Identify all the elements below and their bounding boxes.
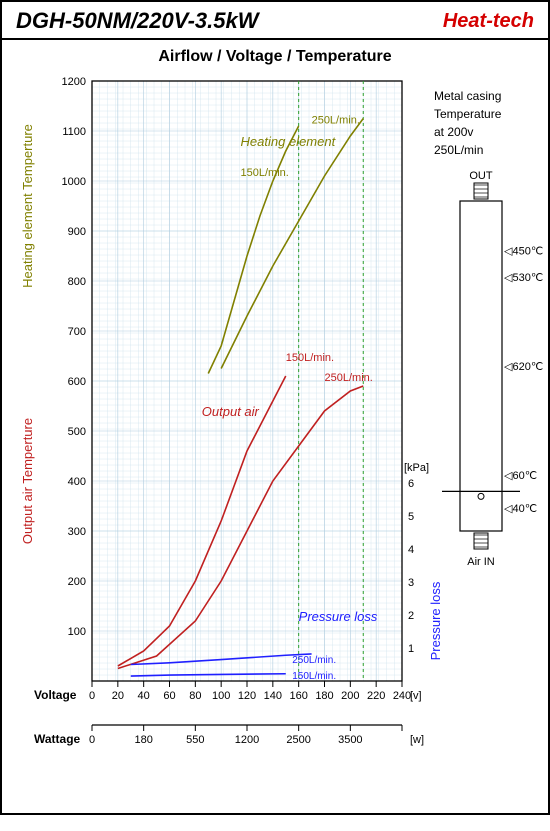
svg-text:60: 60 <box>163 690 175 702</box>
svg-text:Air IN: Air IN <box>467 556 495 568</box>
svg-text:◁40℃: ◁40℃ <box>504 503 537 515</box>
svg-text:Wattage: Wattage <box>34 732 81 746</box>
chart-area: 1002003004005006007008009001000110012000… <box>2 66 548 826</box>
svg-text:4: 4 <box>408 544 414 556</box>
svg-text:250L/min.: 250L/min. <box>325 372 373 384</box>
svg-text:80: 80 <box>189 690 201 702</box>
svg-text:0: 0 <box>89 690 95 702</box>
header: DGH-50NM/220V-3.5kW Heat-tech <box>2 2 548 40</box>
svg-text:Output air Temperture: Output air Temperture <box>20 418 35 544</box>
svg-text:at 200v: at 200v <box>434 125 473 139</box>
svg-text:1200: 1200 <box>62 76 86 88</box>
svg-text:40: 40 <box>138 690 150 702</box>
svg-text:[v]: [v] <box>410 690 422 702</box>
svg-text:200: 200 <box>341 690 359 702</box>
svg-text:Heating element Temperture: Heating element Temperture <box>20 124 35 288</box>
svg-text:1000: 1000 <box>62 176 86 188</box>
brand-logo: Heat-tech <box>443 10 534 33</box>
svg-text:150L/min.: 150L/min. <box>241 167 289 179</box>
svg-text:250L/min: 250L/min <box>434 143 483 157</box>
svg-text:600: 600 <box>68 376 86 388</box>
svg-text:Heating element: Heating element <box>241 134 337 149</box>
svg-text:3: 3 <box>408 577 414 589</box>
svg-text:1100: 1100 <box>62 126 86 138</box>
svg-text:200: 200 <box>68 576 86 588</box>
svg-text:OUT: OUT <box>469 170 493 182</box>
svg-text:250L/min.: 250L/min. <box>312 115 360 127</box>
svg-text:Pressure loss: Pressure loss <box>428 581 443 660</box>
svg-text:180: 180 <box>315 690 333 702</box>
svg-text:140: 140 <box>264 690 282 702</box>
svg-text:[kPa]: [kPa] <box>404 462 429 474</box>
svg-text:300: 300 <box>68 526 86 538</box>
svg-text:500: 500 <box>68 426 86 438</box>
svg-text:Output air: Output air <box>202 404 260 419</box>
product-title: DGH-50NM/220V-3.5kW <box>16 8 258 34</box>
svg-text:120: 120 <box>238 690 256 702</box>
svg-text:100: 100 <box>212 690 230 702</box>
svg-text:1200: 1200 <box>235 734 259 746</box>
svg-text:800: 800 <box>68 276 86 288</box>
svg-text:250L/min.: 250L/min. <box>292 655 336 666</box>
svg-text:20: 20 <box>112 690 124 702</box>
svg-text:150L/min.: 150L/min. <box>286 352 334 364</box>
chart-title: Airflow / Voltage / Temperature <box>2 48 548 66</box>
svg-text:◁530℃: ◁530℃ <box>504 272 543 284</box>
svg-text:[w]: [w] <box>410 734 424 746</box>
svg-text:◁450℃: ◁450℃ <box>504 246 543 258</box>
svg-text:◁60℃: ◁60℃ <box>504 470 537 482</box>
svg-text:240: 240 <box>393 690 411 702</box>
svg-text:0: 0 <box>89 734 95 746</box>
page: DGH-50NM/220V-3.5kW Heat-tech Airflow / … <box>0 0 550 815</box>
svg-text:180: 180 <box>134 734 152 746</box>
svg-text:Temperature: Temperature <box>434 107 502 121</box>
svg-text:220: 220 <box>367 690 385 702</box>
svg-text:100: 100 <box>68 626 86 638</box>
svg-text:6: 6 <box>408 478 414 490</box>
svg-text:◁620℃: ◁620℃ <box>504 361 543 373</box>
svg-text:Metal casing: Metal casing <box>434 89 501 103</box>
svg-text:2: 2 <box>408 610 414 622</box>
svg-text:160: 160 <box>289 690 307 702</box>
svg-text:1: 1 <box>408 643 414 655</box>
svg-text:900: 900 <box>68 226 86 238</box>
svg-text:Voltage: Voltage <box>34 688 77 702</box>
svg-text:5: 5 <box>408 511 414 523</box>
svg-text:2500: 2500 <box>286 734 310 746</box>
svg-text:550: 550 <box>186 734 204 746</box>
svg-text:150L/min.: 150L/min. <box>292 671 336 682</box>
svg-text:400: 400 <box>68 476 86 488</box>
svg-text:Pressure loss: Pressure loss <box>299 609 378 624</box>
svg-text:3500: 3500 <box>338 734 362 746</box>
svg-text:700: 700 <box>68 326 86 338</box>
